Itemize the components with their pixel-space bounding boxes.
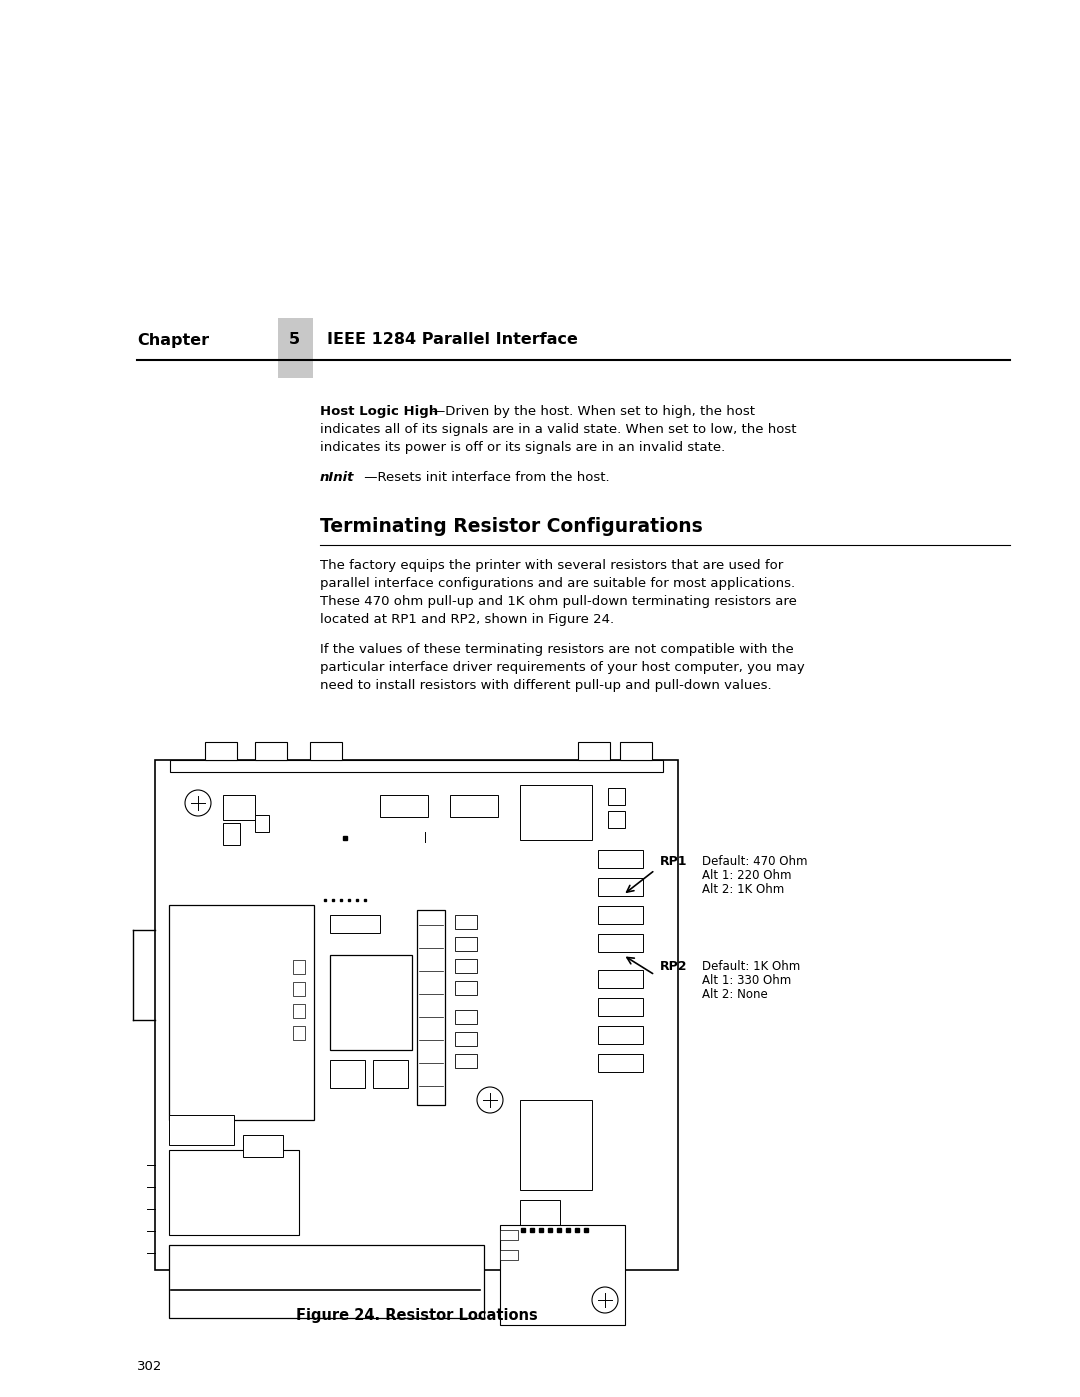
Bar	[156, 760, 678, 1270]
Bar	[330, 915, 380, 933]
Bar	[243, 1134, 283, 1157]
Bar	[598, 935, 643, 951]
Bar	[455, 1053, 477, 1067]
Bar	[450, 795, 498, 817]
Bar	[598, 997, 643, 1016]
Text: indicates all of its signals are in a valid state. When set to low, the host: indicates all of its signals are in a va…	[320, 423, 797, 436]
Text: 302: 302	[137, 1361, 162, 1373]
Text: IEEE 1284 Parallel Interface: IEEE 1284 Parallel Interface	[327, 332, 578, 348]
Text: Alt 2: 1K Ohm: Alt 2: 1K Ohm	[702, 883, 784, 895]
Bar	[293, 1004, 305, 1018]
Bar	[620, 742, 652, 760]
Bar	[598, 849, 643, 868]
Text: Terminating Resistor Configurations: Terminating Resistor Configurations	[320, 517, 703, 536]
Bar	[222, 823, 240, 845]
Text: Figure 24. Resistor Locations: Figure 24. Resistor Locations	[296, 1308, 538, 1323]
Bar	[168, 905, 314, 1120]
Text: Default: 1K Ohm: Default: 1K Ohm	[702, 960, 800, 972]
Bar	[578, 742, 610, 760]
Text: The factory equips the printer with several resistors that are used for: The factory equips the printer with seve…	[320, 559, 783, 571]
Bar	[519, 1099, 592, 1190]
Bar	[598, 907, 643, 923]
Text: Alt 1: 220 Ohm: Alt 1: 220 Ohm	[702, 869, 792, 882]
Bar	[500, 1229, 518, 1241]
Bar	[168, 1150, 299, 1235]
Bar	[168, 1245, 484, 1317]
Bar	[608, 812, 625, 828]
Bar	[455, 1032, 477, 1046]
Text: particular interface driver requirements of your host computer, you may: particular interface driver requirements…	[320, 661, 805, 673]
Bar	[455, 958, 477, 972]
Bar	[598, 877, 643, 895]
Text: parallel interface configurations and are suitable for most applications.: parallel interface configurations and ar…	[320, 577, 795, 590]
Bar	[205, 742, 237, 760]
Bar	[330, 956, 411, 1051]
Bar	[519, 1275, 548, 1296]
Bar	[455, 915, 477, 929]
Text: nInit: nInit	[320, 471, 354, 483]
Bar	[255, 814, 269, 833]
Text: Alt 1: 330 Ohm: Alt 1: 330 Ohm	[702, 974, 792, 988]
Bar	[500, 1225, 625, 1324]
Bar	[380, 795, 428, 817]
Text: RP1: RP1	[660, 855, 688, 868]
Bar	[255, 742, 287, 760]
Text: Default: 470 Ohm: Default: 470 Ohm	[702, 855, 808, 868]
Bar	[330, 1060, 365, 1088]
Bar	[608, 788, 625, 805]
Bar	[598, 1053, 643, 1071]
Text: Alt 2: None: Alt 2: None	[702, 988, 768, 1002]
Text: indicates its power is off or its signals are in an invalid state.: indicates its power is off or its signal…	[320, 441, 726, 454]
Text: Host Logic High: Host Logic High	[320, 405, 438, 418]
Bar	[455, 1010, 477, 1024]
Bar	[293, 982, 305, 996]
Text: located at RP1 and RP2, shown in Figure 24.: located at RP1 and RP2, shown in Figure …	[320, 613, 615, 626]
Bar	[293, 1025, 305, 1039]
Bar	[168, 1115, 234, 1146]
Text: These 470 ohm pull-up and 1K ohm pull-down terminating resistors are: These 470 ohm pull-up and 1K ohm pull-do…	[320, 595, 797, 608]
Bar	[598, 1025, 643, 1044]
Text: If the values of these terminating resistors are not compatible with the: If the values of these terminating resis…	[320, 643, 794, 657]
Bar	[278, 319, 313, 379]
Text: Chapter: Chapter	[137, 332, 210, 348]
Text: —Driven by the host. When set to high, the host: —Driven by the host. When set to high, t…	[432, 405, 755, 418]
Bar	[500, 1250, 518, 1260]
Bar	[519, 785, 592, 840]
Bar	[519, 1241, 561, 1268]
Text: 5: 5	[288, 332, 299, 348]
Bar	[293, 960, 305, 974]
Bar	[598, 970, 643, 988]
Bar	[455, 981, 477, 995]
Bar	[417, 909, 445, 1105]
Text: RP2: RP2	[660, 960, 688, 972]
Text: —Resets init interface from the host.: —Resets init interface from the host.	[360, 471, 609, 483]
Text: need to install resistors with different pull-up and pull-down values.: need to install resistors with different…	[320, 679, 771, 692]
Bar	[222, 795, 255, 820]
Bar	[170, 760, 663, 773]
Bar	[455, 937, 477, 951]
Bar	[373, 1060, 408, 1088]
Bar	[519, 1200, 561, 1232]
Bar	[310, 742, 342, 760]
